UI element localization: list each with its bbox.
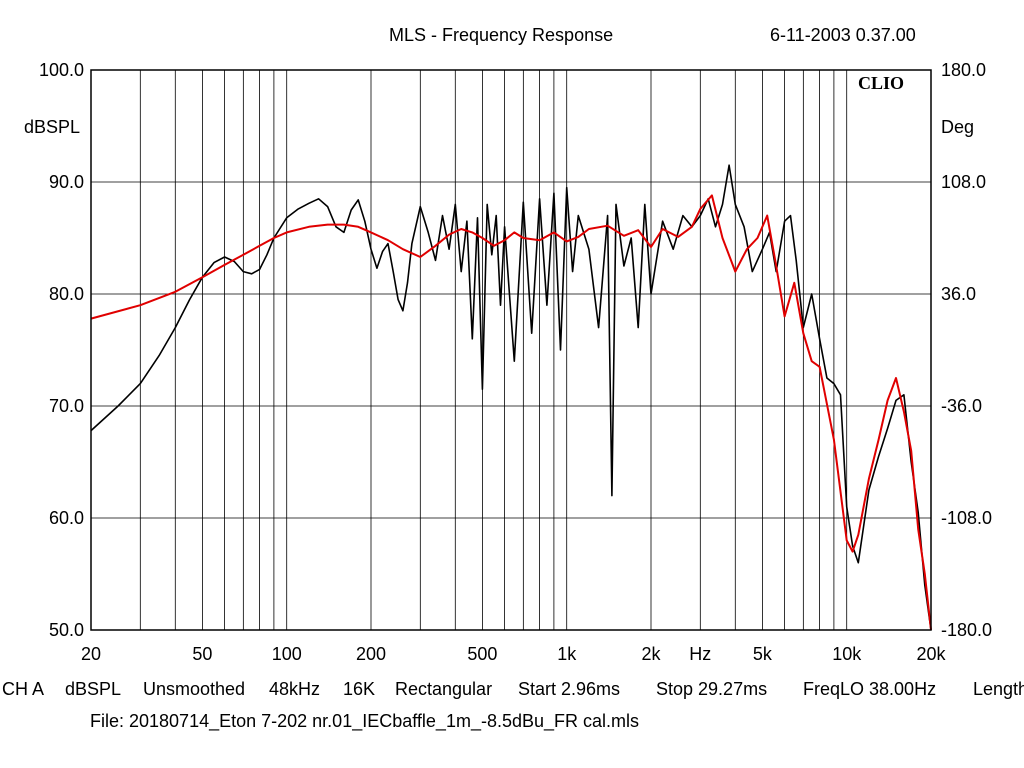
tick-labels: 20 50 100 200 500 1k 2k Hz 5k 10k 20k 50.0 60.0 70.0 8… [39,60,992,664]
status-channel: CH A [2,680,45,699]
status-units: dBSPL [65,680,122,699]
y-tick-label: 60.0 [49,508,84,528]
response-trace-raw [90,164,932,631]
y2-tick-label: -180.0 [941,620,992,640]
x-tick-label: 1k [557,644,577,664]
chart-title: MLS - Frequency Response [389,25,614,45]
y-axis-label: dBSPL [24,117,80,137]
status-freq-lo: FreqLO 38.00Hz [803,680,937,699]
y2-tick-label: 180.0 [941,60,986,80]
status-start: Start 2.96ms [518,680,621,699]
series-layer [90,164,932,631]
x-tick-label: 2k [641,644,661,664]
status-length: Length [973,680,1024,699]
y2-tick-label: 36.0 [941,284,976,304]
x-tick-label: 10k [832,644,862,664]
status-window: Rectangular [395,680,493,699]
x-tick-label: 20 [81,644,101,664]
x-tick-label: Hz [689,644,711,664]
chart-grid [91,70,931,630]
x-tick-label: 20k [916,644,946,664]
y-tick-label: 80.0 [49,284,84,304]
x-tick-label: 5k [753,644,773,664]
y-tick-label: 90.0 [49,172,84,192]
status-stop: Stop 29.27ms [656,680,768,699]
clio-brand-logo: CLIO [858,73,904,93]
y2-axis-label: Deg [941,117,974,137]
x-tick-label: 100 [272,644,302,664]
y2-tick-label: -108.0 [941,508,992,528]
file-name-label: File: 20180714_Eton 7-202 nr.01_IECbaffl… [90,711,640,731]
status-sample-rate: 48kHz [269,680,321,699]
y-tick-label: 100.0 [39,60,84,80]
response-trace-smoothed [90,194,932,631]
y2-tick-label: 108.0 [941,172,986,192]
status-smoothing: Unsmoothed [143,680,246,699]
status-fft-size: 16K [343,680,376,699]
y-tick-label: 70.0 [49,396,84,416]
x-tick-label: 50 [192,644,212,664]
y2-tick-label: -36.0 [941,396,982,416]
plot-frame [90,69,932,631]
measurement-datetime: 6-11-2003 0.37.00 [770,25,916,45]
measurement-settings-bar: CH A dBSPL Unsmoothed 48kHz 16K Rectangu… [2,680,1024,700]
x-tick-label: 200 [356,644,386,664]
y-tick-label: 50.0 [49,620,84,640]
x-tick-label: 500 [467,644,497,664]
